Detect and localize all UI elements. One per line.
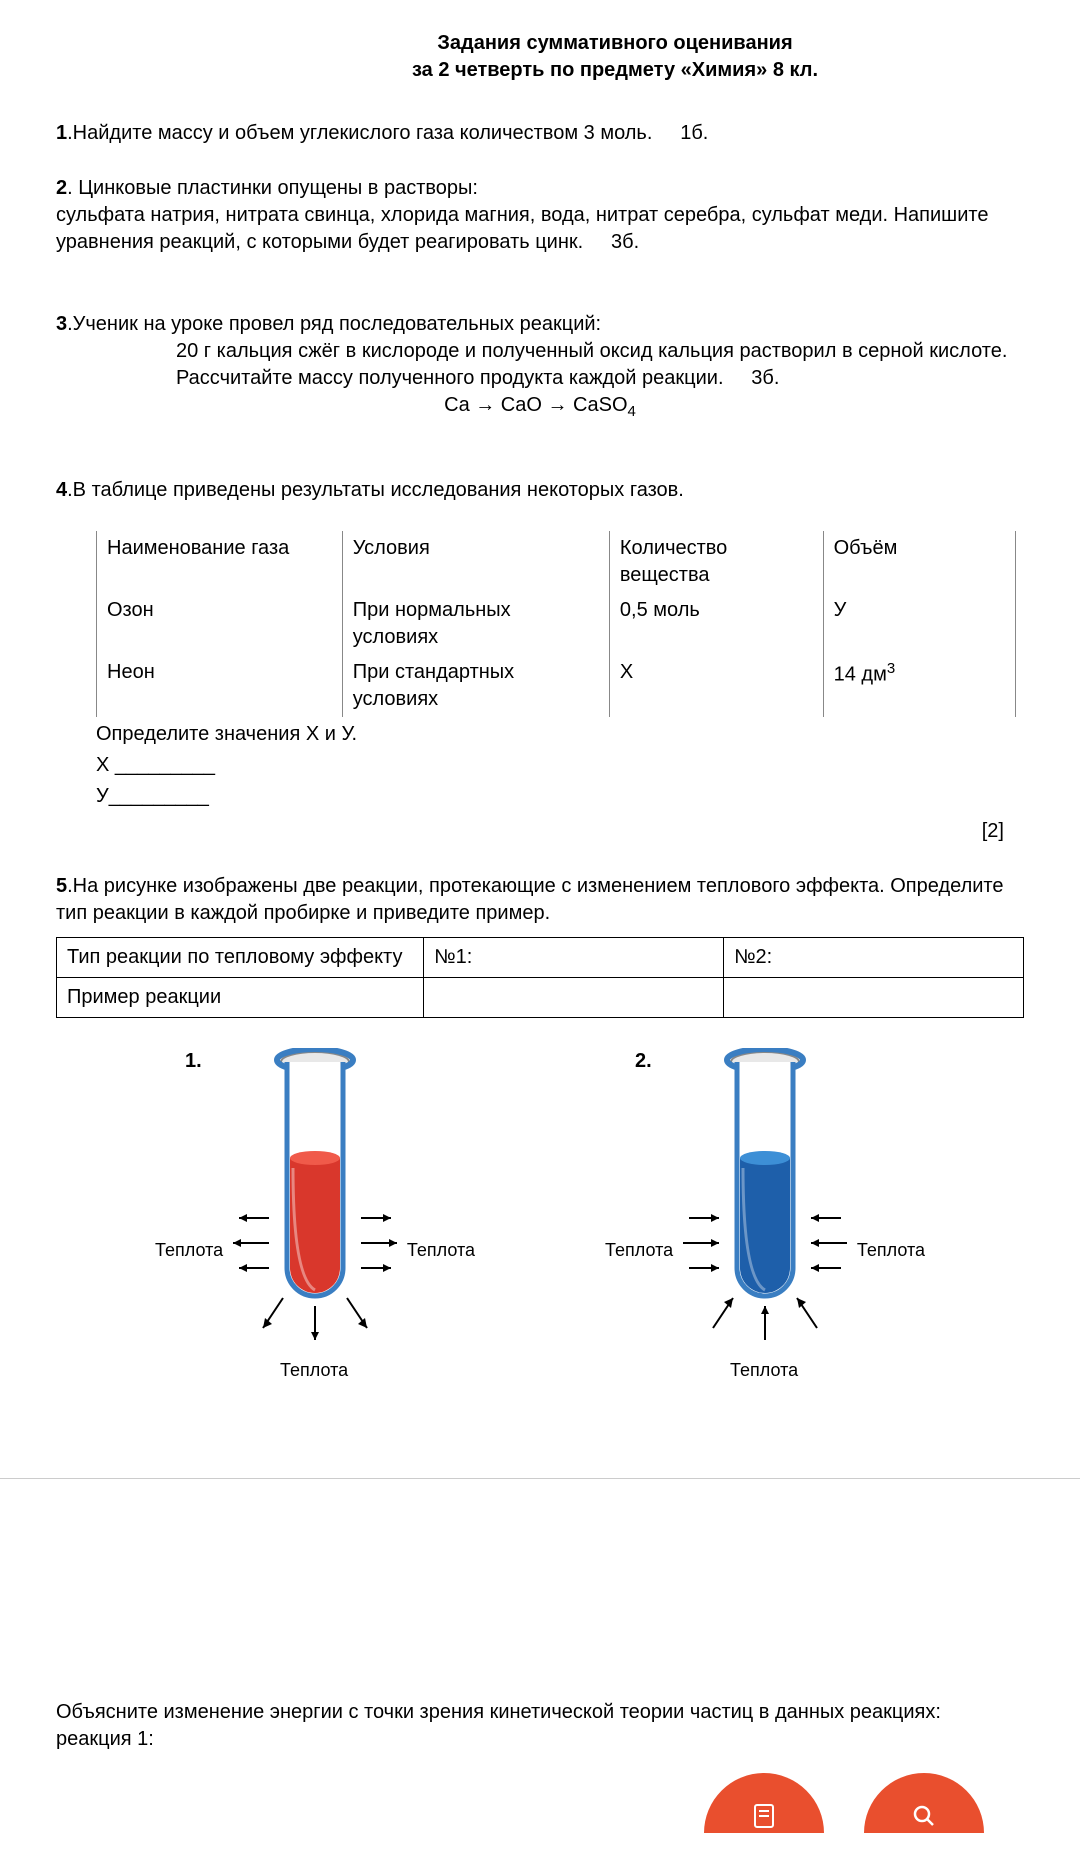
t4-h3: Количество вещества bbox=[609, 531, 823, 593]
task-3-num: 3 bbox=[56, 313, 67, 335]
tube-1-arrows bbox=[165, 1048, 465, 1398]
t4-after1: Определите значения Х и У. bbox=[96, 721, 1024, 748]
tube1-heat-bottom: Теплота bbox=[280, 1358, 348, 1382]
task-5: 5.На рисунке изображены две реакции, про… bbox=[56, 873, 1024, 1398]
task-3-line3: Рассчитайте массу полученного продукта к… bbox=[176, 367, 724, 389]
task-5-num: 5 bbox=[56, 875, 67, 897]
search-icon bbox=[909, 1803, 939, 1829]
t4-r1c3: 0,5 моль bbox=[609, 593, 823, 655]
t4-r2c1: Неон bbox=[97, 655, 343, 717]
task-2-num: 2 bbox=[56, 177, 67, 199]
task-3-formula: Ca → CaO → CaSO4 bbox=[56, 392, 1024, 422]
tube-diagram: 1. bbox=[56, 1048, 1024, 1398]
task-1-points: 1б. bbox=[680, 122, 708, 144]
page2-text1: Объясните изменение энергии с точки зрен… bbox=[56, 1699, 1024, 1726]
t4-r2c2: При стандартных условиях bbox=[342, 655, 609, 717]
title-line1: Задания суммативного оценивания bbox=[206, 30, 1024, 57]
tube2-heat-bottom: Теплота bbox=[730, 1358, 798, 1382]
t4-h2: Условия bbox=[342, 531, 609, 593]
task-2-line2: сульфата натрия, нитрата свинца, хлорида… bbox=[56, 204, 988, 253]
page-2: Объясните изменение энергии с точки зрен… bbox=[0, 1478, 1080, 1873]
t4-r1c1: Озон bbox=[97, 593, 343, 655]
t4-after2: Х _________ bbox=[96, 752, 1024, 779]
tube2-heat-right: Теплота bbox=[857, 1238, 925, 1262]
task-4-num: 4 bbox=[56, 479, 67, 501]
tube-2: 2. bbox=[615, 1048, 915, 1398]
t4-r1c4: У bbox=[823, 593, 1015, 655]
task-4: 4.В таблице приведены результаты исследо… bbox=[56, 477, 1024, 845]
task-2: 2. Цинковые пластинки опущены в растворы… bbox=[56, 175, 1024, 256]
task-5-intro: .На рисунке изображены две реакции, прот… bbox=[56, 875, 1003, 924]
task-3: 3.Ученик на уроке провел ряд последовате… bbox=[56, 311, 1024, 422]
task-1-num: 1 bbox=[56, 122, 67, 144]
task-4-intro: .В таблице приведены результаты исследов… bbox=[67, 479, 684, 501]
fab-button-2[interactable] bbox=[864, 1773, 984, 1833]
fab-button-1[interactable] bbox=[704, 1773, 824, 1833]
t4-h4: Объём bbox=[823, 531, 1015, 593]
task-4-table: Наименование газа Условия Количество вещ… bbox=[96, 531, 1016, 717]
t5-r2c1 bbox=[424, 978, 724, 1018]
task-1: 1.Найдите массу и объем углекислого газа… bbox=[56, 120, 1024, 147]
title-line2: за 2 четверть по предмету «Химия» 8 кл. bbox=[206, 57, 1024, 84]
tube1-heat-right: Теплота bbox=[407, 1238, 475, 1262]
doc-title: Задания суммативного оценивания за 2 чет… bbox=[56, 30, 1024, 84]
page2-text2: реакция 1: bbox=[56, 1726, 1024, 1753]
task-3-line2: 20 г кальция сжёг в кислороде и полученн… bbox=[56, 338, 1024, 365]
t5-r2c0: Пример реакции bbox=[57, 978, 424, 1018]
t5-r1c0: Тип реакции по тепловому эффекту bbox=[57, 938, 424, 978]
t4-r1c2: При нормальных условиях bbox=[342, 593, 609, 655]
tube2-heat-left: Теплота bbox=[605, 1238, 673, 1262]
t5-r2c2 bbox=[724, 978, 1024, 1018]
t4-after3: У_________ bbox=[96, 783, 1024, 810]
task-2-points: 3б. bbox=[611, 231, 639, 253]
t5-r1c1: №1: bbox=[424, 938, 724, 978]
tube1-heat-left: Теплота bbox=[155, 1238, 223, 1262]
tube-2-arrows bbox=[615, 1048, 915, 1398]
task-3-line1: .Ученик на уроке провел ряд последовател… bbox=[67, 313, 601, 335]
task-1-text: .Найдите массу и объем углекислого газа … bbox=[67, 122, 652, 144]
fab-row bbox=[56, 1773, 1024, 1833]
t4-r2c4: 14 дм3 bbox=[823, 655, 1015, 717]
task-2-line1: . Цинковые пластинки опущены в растворы: bbox=[67, 177, 478, 199]
document-icon bbox=[749, 1803, 779, 1829]
t4-h1: Наименование газа bbox=[97, 531, 343, 593]
task-5-table: Тип реакции по тепловому эффекту №1: №2:… bbox=[56, 937, 1024, 1018]
tube-1: 1. bbox=[165, 1048, 465, 1398]
task-3-points: 3б. bbox=[751, 367, 779, 389]
t4-r2c3: Х bbox=[609, 655, 823, 717]
t5-r1c2: №2: bbox=[724, 938, 1024, 978]
t4-points: [2] bbox=[56, 818, 1024, 845]
